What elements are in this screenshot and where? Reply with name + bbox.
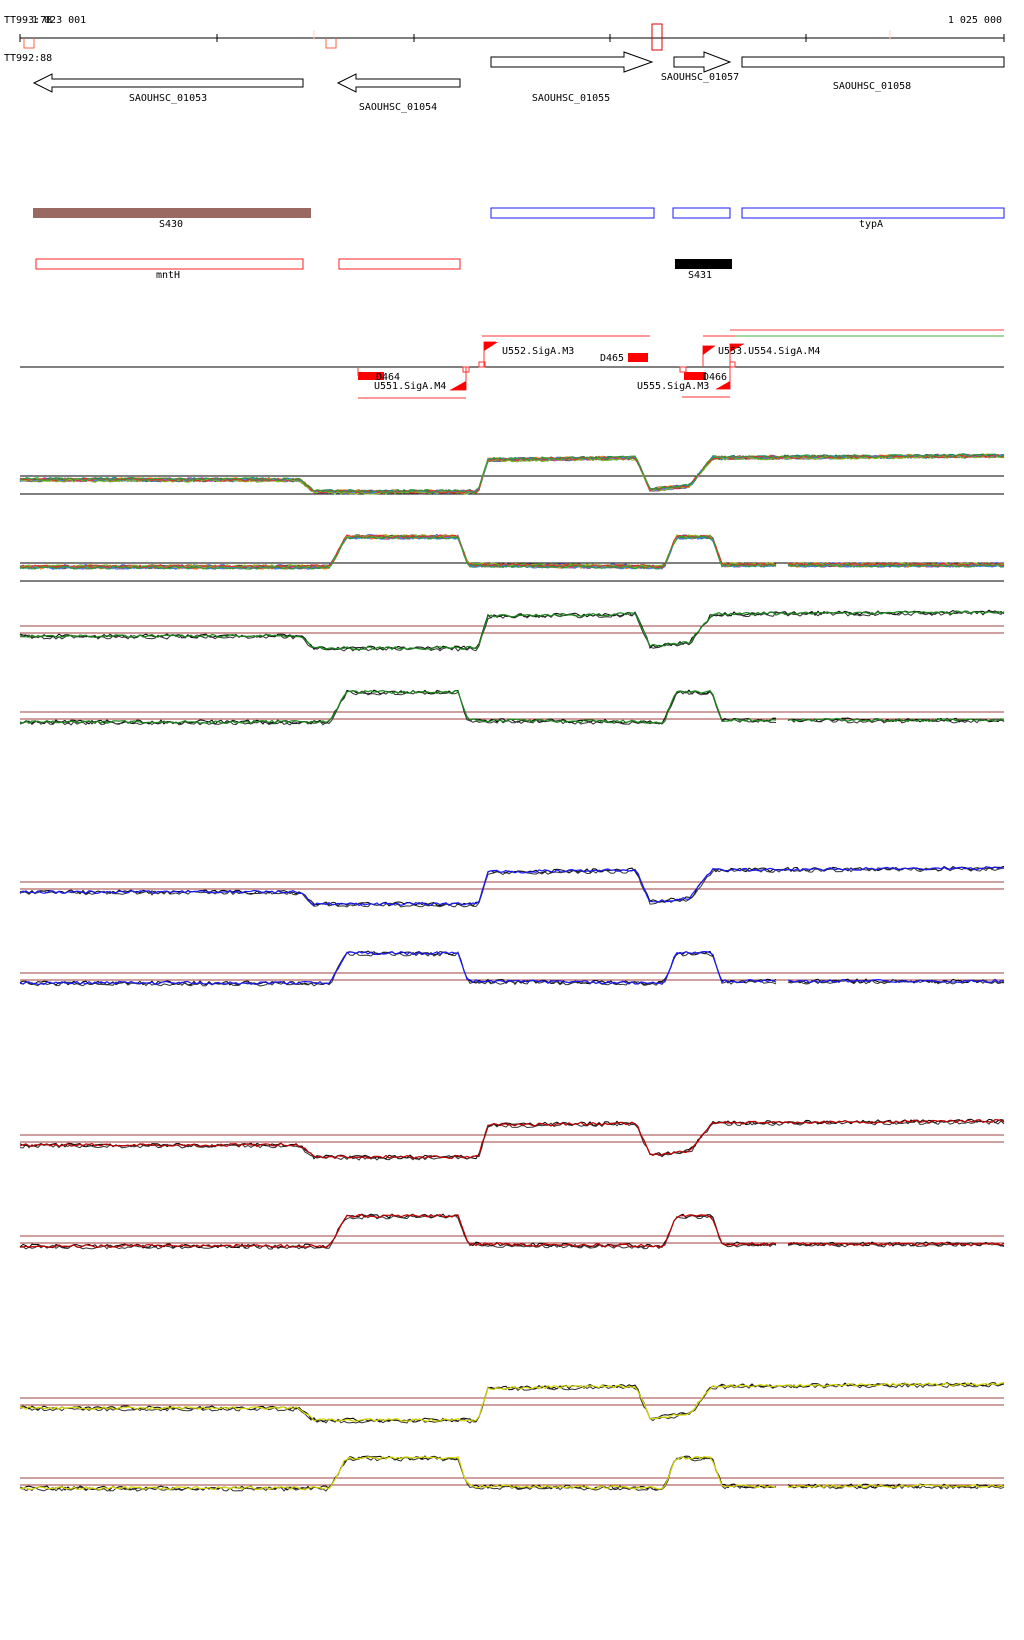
gene-label: SAOUHSC_01058 (833, 81, 911, 92)
annotation-box-red[interactable] (338, 258, 461, 270)
gene-label: SAOUHSC_01057 (661, 72, 739, 83)
gene-label: SAOUHSC_01054 (359, 102, 437, 113)
annotation-box-blue[interactable] (672, 207, 731, 219)
gene-arrow-01058[interactable] (741, 56, 1005, 68)
signal-line (19, 610, 1005, 651)
end-coordinate: 1 025 000 (948, 15, 1002, 26)
signal-line (19, 689, 1005, 725)
signal-line (19, 1382, 1005, 1423)
tss-label: D464 (376, 372, 400, 383)
annotation-mnth[interactable] (35, 258, 304, 270)
signal-line (19, 1119, 1005, 1161)
gene-arrow-01053[interactable] (32, 73, 304, 93)
tss-label: D465 (600, 353, 624, 364)
tss-label: U552.SigA.M3 (502, 346, 574, 357)
coordinate-ruler (19, 23, 1005, 51)
gene-label: SAOUHSC_01055 (532, 93, 610, 104)
gene-label: SAOUHSC_01053 (129, 93, 207, 104)
signal-line (19, 1214, 1005, 1250)
annotation-label: typA (859, 219, 883, 230)
tss-track (20, 329, 1004, 399)
tss-d466[interactable] (684, 372, 706, 380)
expression-tracks (19, 453, 1005, 1492)
gene-arrow-01055[interactable] (490, 51, 654, 73)
annotation-s431[interactable] (675, 259, 732, 269)
annotation-label: S431 (688, 270, 712, 281)
tss-label: U553.U554.SigA.M4 (718, 346, 820, 357)
signal-line (19, 1455, 1005, 1491)
signal-line (19, 866, 1005, 907)
signal-line (19, 609, 1005, 651)
gene-arrow-01057[interactable] (673, 51, 732, 73)
signal-line (19, 866, 1005, 908)
signal-line (19, 1381, 1005, 1423)
annotation-label: S430 (159, 219, 183, 230)
ttl-label-bottom: TT992:88 (4, 53, 52, 64)
gene-arrow-01054[interactable] (336, 73, 461, 93)
signal-line (19, 454, 1005, 495)
signal-line (19, 455, 1005, 495)
signal-line (19, 1118, 1005, 1160)
annotation-s430[interactable] (33, 208, 311, 218)
gene-track (32, 51, 1005, 93)
start-coordinate: 1 023 001 (32, 15, 86, 26)
tss-d465[interactable] (628, 353, 648, 362)
signal-line (19, 453, 1005, 494)
tss-d464[interactable] (358, 372, 384, 380)
tss-label: U551.SigA.M4 (374, 381, 446, 392)
signal-line (19, 453, 1005, 494)
signal-line (19, 535, 1005, 570)
annotation-typa[interactable] (741, 207, 1005, 219)
ttl-label-top: TT993:78 (4, 15, 52, 26)
signal-line (19, 950, 1005, 986)
tss-label: D466 (703, 372, 727, 383)
annotation-track (33, 207, 1005, 270)
signal-line (19, 1213, 1005, 1249)
annotation-label: mntH (156, 270, 180, 281)
signal-line (19, 610, 1005, 652)
annotation-box-blue[interactable] (490, 207, 655, 219)
tss-label: U555.SigA.M3 (637, 381, 709, 392)
